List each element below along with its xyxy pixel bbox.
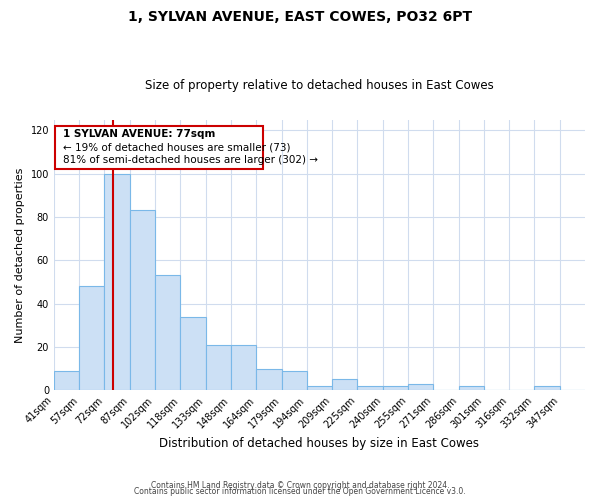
- Bar: [458, 386, 484, 390]
- Bar: [535, 386, 560, 390]
- Bar: [155, 276, 181, 390]
- Bar: [332, 380, 358, 390]
- Text: 1, SYLVAN AVENUE, EAST COWES, PO32 6PT: 1, SYLVAN AVENUE, EAST COWES, PO32 6PT: [128, 10, 472, 24]
- Bar: [383, 386, 408, 390]
- Text: ← 19% of detached houses are smaller (73): ← 19% of detached houses are smaller (73…: [63, 142, 290, 152]
- Bar: [181, 316, 206, 390]
- Text: Contains HM Land Registry data © Crown copyright and database right 2024.: Contains HM Land Registry data © Crown c…: [151, 481, 449, 490]
- Text: 1 SYLVAN AVENUE: 77sqm: 1 SYLVAN AVENUE: 77sqm: [63, 130, 215, 140]
- Bar: [54, 370, 79, 390]
- X-axis label: Distribution of detached houses by size in East Cowes: Distribution of detached houses by size …: [160, 437, 479, 450]
- Text: Contains public sector information licensed under the Open Government Licence v3: Contains public sector information licen…: [134, 488, 466, 496]
- Title: Size of property relative to detached houses in East Cowes: Size of property relative to detached ho…: [145, 79, 494, 92]
- Bar: [104, 174, 130, 390]
- Bar: [206, 344, 231, 390]
- Bar: [79, 286, 104, 390]
- Bar: [358, 386, 383, 390]
- Bar: [256, 368, 281, 390]
- Text: 81% of semi-detached houses are larger (302) →: 81% of semi-detached houses are larger (…: [63, 156, 318, 166]
- FancyBboxPatch shape: [55, 126, 263, 170]
- Bar: [231, 344, 256, 390]
- Bar: [307, 386, 332, 390]
- Bar: [281, 370, 307, 390]
- Bar: [408, 384, 433, 390]
- Bar: [130, 210, 155, 390]
- Y-axis label: Number of detached properties: Number of detached properties: [15, 167, 25, 342]
